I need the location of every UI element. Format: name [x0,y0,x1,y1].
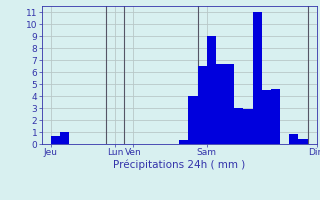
Bar [60,132,69,144]
X-axis label: Précipitations 24h ( mm ): Précipitations 24h ( mm ) [113,160,245,170]
Bar [216,64,225,144]
Bar [262,90,271,144]
Bar [51,136,60,144]
Bar [244,109,252,144]
Bar [289,134,299,144]
Bar [179,140,188,144]
Bar [299,139,308,144]
Bar [207,36,216,144]
Bar [197,66,207,144]
Bar [252,12,262,144]
Bar [188,96,197,144]
Bar [225,64,234,144]
Bar [234,108,244,144]
Bar [271,89,280,144]
